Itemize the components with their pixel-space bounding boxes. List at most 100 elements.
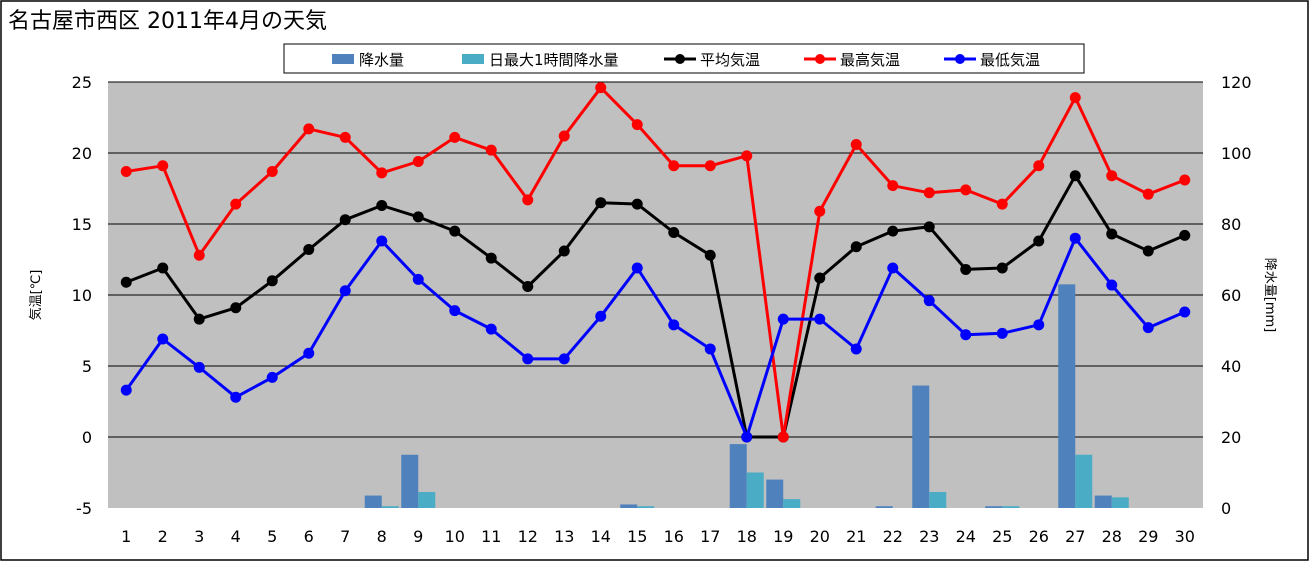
legend-max-hourly-label: 日最大1時間降水量 [489,51,619,69]
precip-bar [729,444,747,508]
min-temp-point [230,391,242,403]
avg-temp-point [558,245,570,257]
min-temp-point [668,319,680,331]
avg-temp-point [376,200,388,212]
x-tick: 16 [664,527,684,546]
x-tick: 17 [700,527,720,546]
avg-temp-point [996,262,1008,274]
min-temp-point [449,305,461,317]
max-temp-point [741,150,753,162]
x-tick: 18 [737,527,757,546]
x-tick: 27 [1065,527,1085,546]
y-tick-right: 60 [1221,286,1241,305]
min-temp-point [1179,306,1191,318]
y-tick-right: 0 [1221,499,1231,518]
x-tick: 5 [267,527,277,546]
precip-bar [985,506,1003,508]
x-tick: 9 [413,527,423,546]
min-temp-point [1142,322,1154,334]
avg-temp-point [595,197,607,209]
avg-temp-point [923,221,935,233]
legend-precip-swatch [332,54,354,64]
avg-temp-point [960,263,972,275]
max-temp-point [850,138,862,150]
min-temp-point [303,347,315,359]
avg-temp-point [522,280,534,292]
avg-temp-point [1069,170,1081,182]
x-tick: 6 [304,527,314,546]
max-temp-point [266,165,278,177]
legend-max-temp-label: 最高気温 [840,51,900,69]
min-temp-point [522,353,534,365]
avg-temp-point [704,249,716,261]
y-tick-right: 120 [1221,73,1252,92]
legend-max-hourly-swatch [462,54,484,64]
precip-bar [364,495,382,508]
max-hourly-precip-bar [783,499,801,508]
y-tick-left: 5 [82,357,92,376]
avg-temp-point [1106,228,1118,240]
min-temp-point [1033,319,1045,331]
x-tick: 10 [445,527,465,546]
max-temp-point [339,131,351,143]
avg-temp-line [125,174,1186,439]
x-tick: 7 [340,527,350,546]
x-tick: 14 [591,527,611,546]
avg-temp-point [193,313,205,325]
x-tick: 3 [194,527,204,546]
min-temp-point [595,310,607,322]
avg-temp-point [266,275,278,287]
precip-bar [1094,495,1112,508]
max-temp-point [777,431,789,443]
max-hourly-precip-bar [1111,497,1129,508]
max-temp-point [120,165,132,177]
legend: 降水量 日最大1時間降水量 平均気温 最高気温 最低気温 [283,43,1085,74]
x-tick: 21 [846,527,866,546]
max-temp-point [558,130,570,142]
avg-temp-point [120,276,132,288]
max-temp-point [704,160,716,172]
avg-temp-point [449,225,461,237]
x-tick: 23 [919,527,939,546]
x-tick: 24 [956,527,976,546]
max-temp-point [485,144,497,156]
x-tick: 13 [554,527,574,546]
chart-title: 名古屋市西区 2011年4月の天気 [8,9,327,34]
max-temp-point [193,249,205,261]
min-temp-point [266,371,278,383]
x-tick: 12 [518,527,538,546]
min-temp-point [887,262,899,274]
precip-bar [401,454,419,508]
x-tick: 20 [810,527,830,546]
line-layer [120,82,1191,443]
min-temp-point [741,431,753,443]
max-hourly-precip-bar [1075,454,1093,508]
avg-temp-point [485,252,497,264]
y-tick-left: 10 [72,286,92,305]
max-temp-point [1179,174,1191,186]
min-temp-point [157,333,169,345]
min-temp-point [631,262,643,274]
max-temp-point [1106,170,1118,182]
x-tick: 1 [121,527,131,546]
y-tick-right: 80 [1221,215,1241,234]
y-tick-left: 15 [72,215,92,234]
max-temp-line [126,86,1186,439]
max-hourly-precip-bar [637,506,655,508]
min-temp-point [850,343,862,355]
max-hourly-precip-bar [1002,506,1020,508]
min-temp-point [1069,232,1081,244]
y-tick-left: -5 [76,499,92,518]
y-tick-left: 25 [72,73,92,92]
min-temp-line [125,236,1186,439]
avg-temp-point [668,227,680,239]
avg-temp-point [1033,235,1045,247]
max-temp-point [1069,92,1081,104]
max-temp-point [631,119,643,131]
y-tick-left: 0 [82,428,92,447]
max-temp-point [449,131,461,143]
precip-bar [1058,284,1076,508]
x-tick: 30 [1175,527,1195,546]
x-tick: 22 [883,527,903,546]
